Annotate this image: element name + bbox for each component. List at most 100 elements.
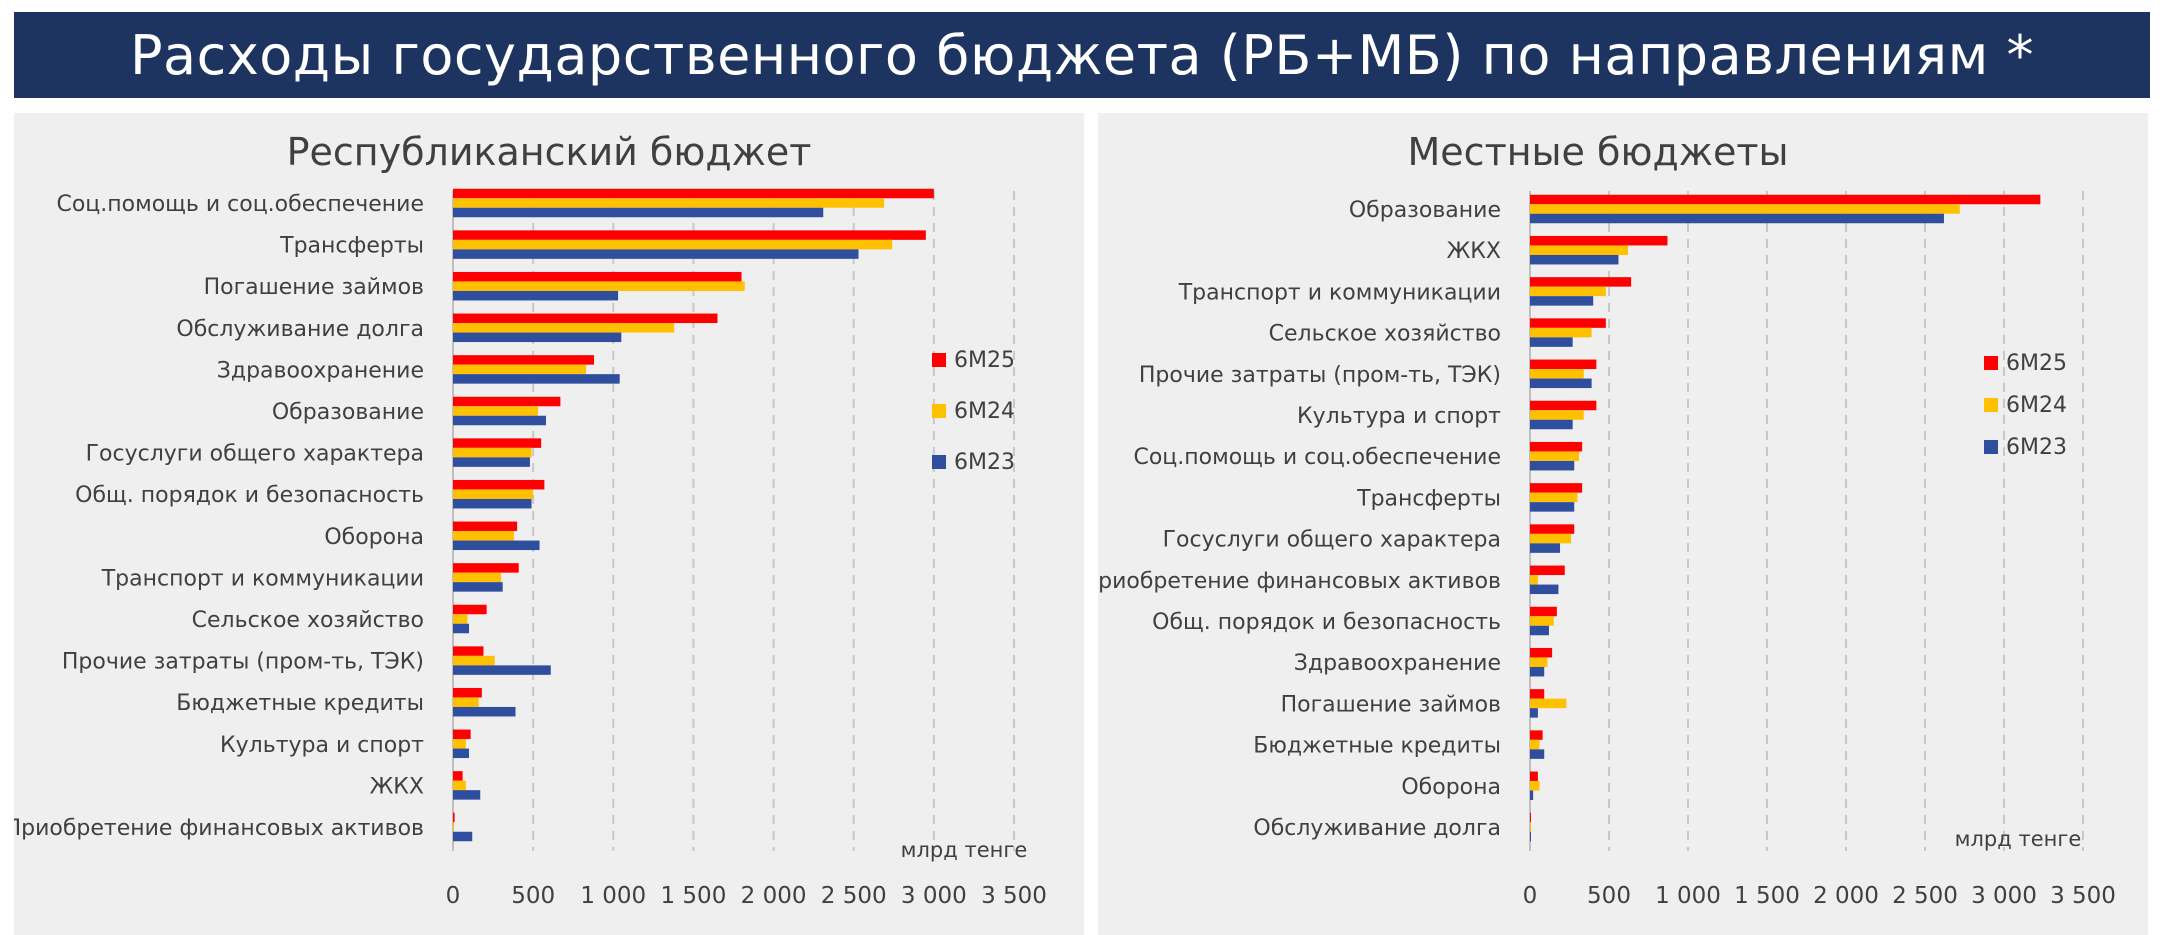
bar-6м23: [453, 415, 546, 426]
bar-6м25: [1530, 235, 1668, 246]
x-tick-label: 2 000: [1813, 883, 1879, 909]
bar-6м25: [453, 188, 934, 199]
category-label: Образование: [272, 400, 424, 425]
category-label: Обслуживание долга: [1253, 816, 1501, 841]
bar-6м23: [1530, 502, 1575, 512]
bar-6м23: [1530, 625, 1549, 636]
x-tick-label: 3 000: [1971, 883, 2037, 909]
bar-6м24: [453, 697, 479, 707]
legend-label: 6М24: [954, 399, 1015, 424]
bar-6м23: [1530, 584, 1559, 595]
bar-6м25: [1530, 318, 1606, 328]
bar-6м25: [453, 355, 595, 365]
bar-6м25: [1530, 565, 1565, 576]
bar-6м25: [453, 687, 482, 698]
bar-6м24: [1530, 245, 1628, 255]
bar-6м23: [453, 540, 540, 551]
bar-6м24: [453, 281, 745, 291]
category-label: Оборона: [1401, 775, 1501, 800]
bar-6м23: [453, 290, 619, 301]
category-label: Сельское хозяйство: [192, 608, 424, 633]
category-label: Госуслуги общего характера: [86, 442, 424, 467]
category-label: Образование: [1349, 198, 1501, 223]
bar-6м25: [1530, 400, 1597, 411]
bar-6м23: [453, 748, 470, 759]
x-tick-label: 0: [1523, 883, 1538, 909]
bar-6м23: [1530, 666, 1545, 677]
bar-6м24: [453, 780, 466, 791]
legend-label: 6М23: [2006, 435, 2067, 460]
bar-6м23: [1530, 749, 1545, 759]
x-tick-label: 1 500: [660, 883, 726, 909]
legend-swatch: [932, 404, 946, 418]
legend-swatch: [1984, 398, 1998, 412]
category-label: Бюджетные кредиты: [1253, 734, 1501, 759]
category-label: Трансферты: [1356, 486, 1501, 511]
bar-6м25: [453, 479, 545, 490]
bar-6м25: [1530, 483, 1583, 493]
bar-6м25: [453, 396, 561, 407]
bar-6м25: [1530, 277, 1632, 287]
bar-6м24: [453, 655, 495, 666]
bar-6м24: [1530, 781, 1540, 791]
category-label: Здравоохранение: [1294, 651, 1501, 676]
bar-6м23: [453, 498, 532, 509]
bar-6м25: [1530, 441, 1583, 452]
category-label: Культура и спорт: [1297, 404, 1501, 429]
category-label: Обслуживание долга: [176, 317, 424, 342]
category-label: Приобретение финансовых активов: [1098, 569, 1501, 594]
legend-label: 6М25: [2006, 351, 2067, 376]
bar-6м23: [453, 790, 481, 800]
legend-label: 6М25: [954, 348, 1015, 373]
bar-6м23: [453, 831, 473, 842]
category-label: ЖКХ: [1447, 239, 1501, 264]
bar-6м24: [1530, 204, 1960, 214]
category-label: Транспорт и коммуникации: [1178, 280, 1501, 305]
bar-6м24: [453, 739, 466, 749]
bar-6м25: [1530, 359, 1597, 370]
bar-6м23: [1530, 708, 1538, 718]
chart-panel-republican: Республиканский бюджет 0 500 1 000 1 500 2 00…: [14, 113, 1084, 935]
bar-6м25: [453, 729, 471, 740]
bar-6м23: [1530, 790, 1534, 801]
chart-title: Республиканский бюджет: [287, 130, 812, 174]
bar-6м24: [1530, 616, 1554, 626]
bar-6м24: [453, 198, 885, 208]
bar-6м24: [453, 323, 675, 333]
bar-6м24: [1530, 286, 1606, 297]
bar-6м24: [1530, 369, 1584, 379]
x-tick-label: 2 500: [1892, 883, 1958, 909]
bar-6м24: [1530, 451, 1579, 461]
bar-6м25: [1530, 689, 1545, 699]
bar-6м25: [1530, 524, 1575, 534]
category-label: Прочие затраты (пром-ть, ТЭК): [1139, 363, 1501, 388]
category-label: Соц.помощь и соц.обеспечение: [56, 192, 424, 217]
category-label: Прочие затраты (пром-ть, ТЭК): [62, 650, 424, 675]
bar-6м24: [453, 239, 893, 250]
unit-label: млрд тенге: [1955, 827, 2082, 851]
bar-6м23: [453, 374, 620, 384]
legend-label: 6М24: [2006, 393, 2067, 418]
category-label: Здравоохранение: [217, 358, 424, 383]
bar-6м23: [453, 207, 824, 218]
category-label: Общ. порядок и безопасность: [1152, 610, 1501, 635]
category-label: Приобретение финансовых активов: [14, 816, 424, 841]
category-label: Погашение займов: [1281, 692, 1501, 717]
bar-6м25: [453, 521, 518, 532]
category-label: Соц.помощь и соц.обеспечение: [1133, 445, 1501, 470]
legend-swatch: [932, 455, 946, 469]
bar-6м24: [453, 822, 454, 832]
x-tick-label: 500: [511, 883, 555, 909]
category-label: Транспорт и коммуникации: [101, 566, 424, 591]
bar-6м25: [1530, 194, 2041, 205]
bar-6м25: [453, 230, 926, 240]
bar-6м23: [453, 665, 551, 675]
title-banner: Расходы государственного бюджета (РБ+МБ)…: [14, 12, 2150, 98]
bar-6м25: [453, 646, 484, 656]
bar-6м25: [453, 313, 718, 324]
x-tick-label: 0: [446, 883, 461, 909]
x-tick-label: 1 500: [1734, 883, 1800, 909]
bar-6м23: [1530, 254, 1619, 265]
bar-6м24: [1530, 492, 1578, 503]
chart-title: Местные бюджеты: [1408, 130, 1789, 174]
